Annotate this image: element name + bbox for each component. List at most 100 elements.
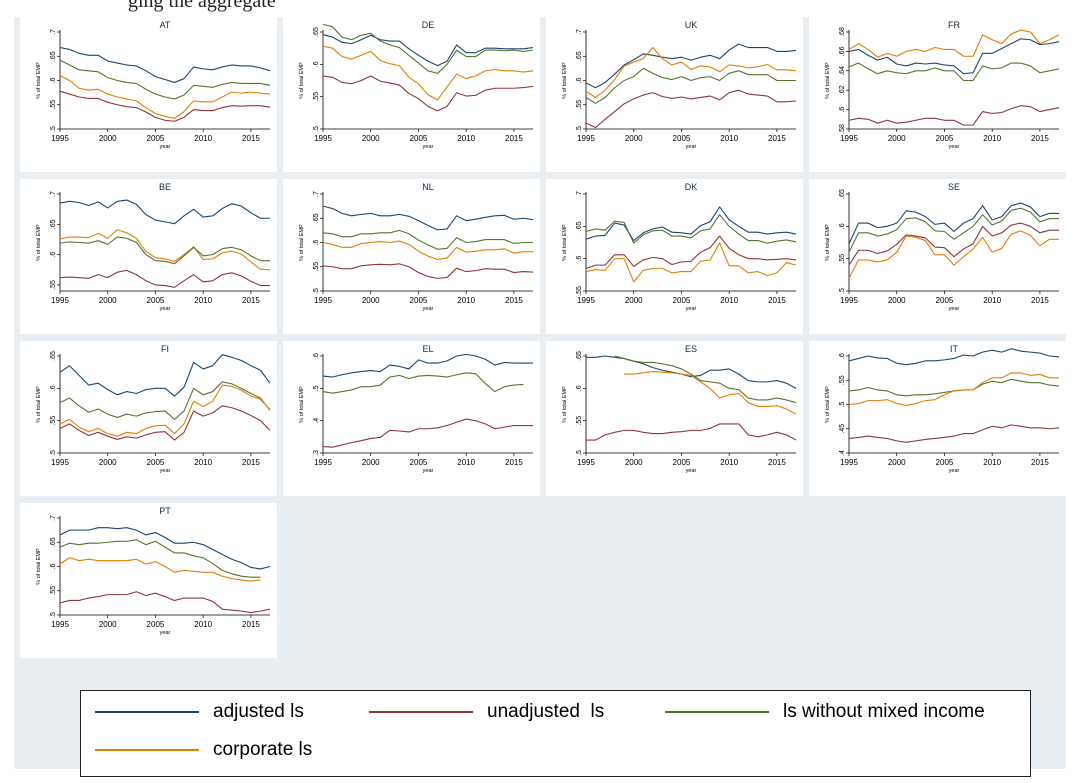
legend-label-no-mixed: ls without mixed income: [783, 701, 985, 722]
x-tick-label: 2015: [768, 458, 786, 467]
series-line-adjusted: [322, 34, 534, 67]
x-tick-label: 2000: [99, 458, 117, 467]
series-line-no_mixed: [59, 381, 271, 420]
x-axis-label: year: [949, 468, 960, 474]
panel-background: [809, 179, 1066, 334]
x-tick-label: 2015: [242, 296, 260, 305]
series-line-adjusted: [848, 38, 1060, 75]
series-line-adjusted: [848, 202, 1059, 245]
series-line-corporate: [585, 46, 797, 99]
panel-fr: FR .58 .6 .62 .64 .66 .68 % of total EMP 1995 200…: [809, 17, 1066, 172]
y-tick-label: .7: [313, 191, 320, 197]
panel-background: [20, 503, 277, 658]
y-tick-label: .4: [313, 418, 320, 424]
x-tick-label: 2000: [888, 296, 906, 305]
y-tick-label: .65: [50, 537, 57, 547]
x-tick-label: 2000: [362, 134, 380, 143]
y-tick-label: .55: [313, 92, 320, 102]
series-line-unadjusted: [322, 75, 534, 112]
plot-area: AT .5 .55 .6 .65 .7 % of total EMP 1995 2000 2005…: [14, 17, 1066, 777]
series-line-no_mixed: [59, 539, 261, 578]
y-tick-label: .7: [50, 515, 57, 521]
y-axis-label: % of total EMP: [36, 224, 42, 261]
x-tick-label: 1995: [314, 134, 332, 143]
y-tick-label: .58: [839, 124, 846, 134]
x-tick-label: 2015: [242, 620, 260, 629]
series-line-corporate: [322, 45, 534, 101]
y-tick-label: .6: [50, 385, 57, 391]
series-line-unadjusted: [59, 90, 271, 122]
panel-title: BE: [159, 182, 171, 192]
x-tick-label: 2015: [242, 134, 260, 143]
x-tick-label: 2005: [936, 296, 954, 305]
y-tick-label: .68: [839, 27, 846, 37]
legend-label-corporate: corporate ls: [213, 739, 313, 760]
y-axis-label: % of total EMP: [825, 62, 831, 99]
y-tick-label: .55: [50, 586, 57, 596]
x-tick-label: 2000: [99, 296, 117, 305]
panel-nl: NL .5 .55 .6 .65 .7 % of total EMP 1995 2000 2005…: [283, 179, 540, 334]
x-axis-label: year: [423, 468, 434, 474]
panel-title: UK: [685, 20, 698, 30]
series-line-corporate: [585, 242, 797, 283]
y-tick-label: .5: [576, 450, 583, 456]
panel-at: AT .5 .55 .6 .65 .7 % of total EMP 1995 2000 2005…: [20, 17, 277, 172]
x-axis-label: year: [160, 468, 171, 474]
series-line-no_mixed: [585, 214, 797, 244]
x-tick-label: 2015: [768, 296, 786, 305]
top-caption: ging the aggregate: [128, 0, 276, 12]
series-line-adjusted: [59, 527, 271, 570]
x-tick-label: 2010: [983, 134, 1001, 143]
legend-item-adjusted: adjusted ls: [95, 701, 304, 723]
series-line-adjusted: [848, 348, 1060, 366]
y-tick-label: .55: [50, 100, 57, 110]
y-tick-label: .45: [839, 424, 846, 434]
legend-item-unadjusted: unadjusted ls: [369, 701, 604, 723]
panel-title: AT: [160, 20, 171, 30]
y-tick-label: .6: [839, 223, 846, 229]
y-tick-label: .55: [839, 375, 846, 385]
x-tick-label: 2010: [457, 134, 475, 143]
x-axis-label: year: [686, 306, 697, 312]
y-tick-label: .5: [313, 288, 320, 294]
x-tick-label: 1995: [577, 458, 595, 467]
y-tick-label: .65: [839, 189, 846, 199]
legend-swatch-adjusted: [95, 711, 199, 713]
x-tick-label: 2015: [505, 296, 523, 305]
x-tick-label: 2010: [457, 458, 475, 467]
y-tick-label: .7: [576, 29, 583, 35]
series-line-corporate: [59, 229, 271, 271]
series-line-adjusted: [585, 43, 797, 89]
x-axis-label: year: [423, 144, 434, 150]
panel-se: SE .5 .55 .6 .65 % of total EMP 1995 2000 2005 20…: [809, 179, 1066, 334]
series-line-unadjusted: [585, 235, 797, 269]
x-tick-label: 2005: [147, 620, 165, 629]
x-tick-label: 2015: [242, 458, 260, 467]
series-line-unadjusted: [848, 105, 1060, 126]
x-tick-label: 1995: [51, 134, 69, 143]
y-axis-label: % of total EMP: [562, 386, 568, 423]
y-tick-label: .65: [50, 219, 57, 229]
y-tick-label: .65: [576, 351, 583, 361]
panel-es: ES .5 .55 .6 .65 % of total EMP 1995 2000 2005 20…: [546, 341, 803, 496]
x-tick-label: 2010: [194, 296, 212, 305]
x-tick-label: 2015: [768, 134, 786, 143]
x-tick-label: 1995: [51, 296, 69, 305]
x-tick-label: 2000: [888, 134, 906, 143]
x-tick-label: 2005: [410, 296, 428, 305]
panel-title: DE: [422, 20, 435, 30]
series-line-no_mixed: [322, 229, 533, 250]
x-tick-label: 2010: [720, 296, 738, 305]
x-axis-label: year: [423, 306, 434, 312]
series-line-unadjusted: [59, 405, 271, 441]
x-tick-label: 2015: [1031, 296, 1049, 305]
y-tick-label: .65: [50, 351, 57, 361]
y-tick-label: .65: [576, 51, 583, 61]
panel-title: NL: [422, 182, 434, 192]
x-tick-label: 2005: [147, 458, 165, 467]
x-tick-label: 2000: [362, 296, 380, 305]
y-axis-label: % of total EMP: [299, 62, 305, 99]
y-tick-label: .66: [839, 46, 846, 56]
series-line-corporate: [59, 75, 271, 119]
series-line-no_mixed: [848, 207, 1059, 253]
